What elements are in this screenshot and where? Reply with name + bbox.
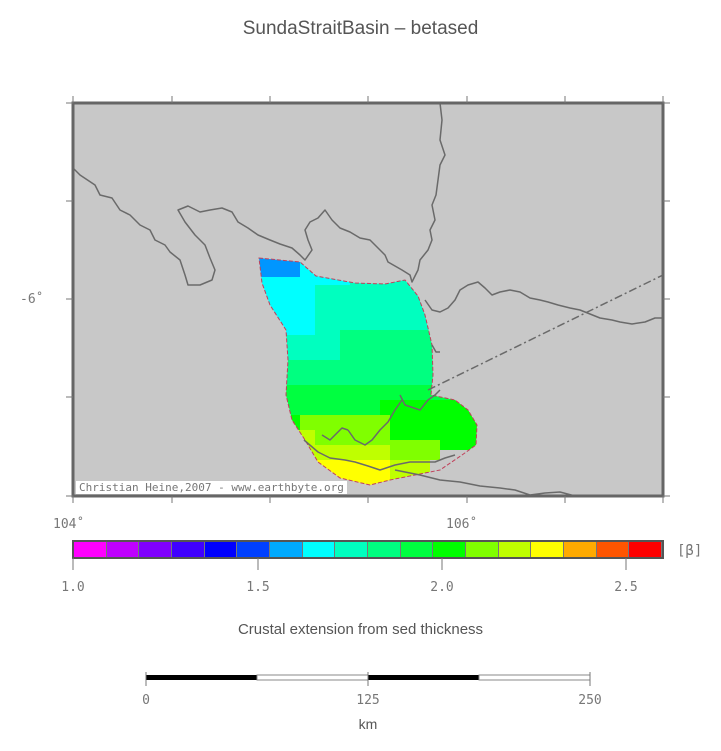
- basin-grid: [259, 258, 477, 485]
- colorbar: [74, 542, 663, 557]
- colorbar-tick-label: 1.0: [61, 580, 85, 595]
- colorbar-swatch: [368, 542, 401, 557]
- colorbar-unit: [β]: [677, 543, 703, 559]
- colorbar-tick-label: 2.0: [430, 580, 454, 595]
- colorbar-swatch: [74, 542, 107, 557]
- scalebar-label: 0: [142, 693, 150, 708]
- colorbar-swatch: [596, 542, 630, 557]
- colorbar-swatch: [335, 542, 369, 557]
- colorbar-swatch: [564, 542, 597, 557]
- colorbar-tick-label: 2.5: [614, 580, 638, 595]
- colorbar-swatch: [466, 542, 499, 557]
- fault-line: [427, 274, 663, 391]
- colorbar-swatch: [204, 542, 238, 557]
- colorbar-swatch: [433, 542, 467, 557]
- lat-label: -6˚: [20, 292, 44, 307]
- scalebar-label: 250: [578, 693, 602, 708]
- lon-label-106: 106˚: [446, 517, 478, 532]
- colorbar-swatch: [270, 542, 303, 557]
- colorbar-swatch: [139, 542, 173, 557]
- colorbar-tick-label: 1.5: [246, 580, 270, 595]
- scalebar-unit: km: [358, 716, 378, 732]
- colorbar-swatch: [400, 542, 434, 557]
- colorbar-title: Crustal extension from sed thickness: [237, 621, 484, 638]
- colorbar-swatch: [302, 542, 336, 557]
- credit-label: Christian Heine,2007 - www.earthbyte.org: [76, 481, 347, 494]
- colorbar-swatch: [237, 542, 271, 557]
- frame-ticks: [66, 96, 670, 503]
- colorbar-ticks: [72, 558, 627, 570]
- basin-outline: [258, 257, 478, 486]
- colorbar-swatch: [629, 542, 663, 557]
- grid-cell: [310, 445, 390, 460]
- map-title: SundaStraitBasin – betased: [242, 18, 479, 39]
- scalebar-label: 125: [356, 693, 380, 708]
- colorbar-swatch: [106, 542, 140, 557]
- scale-bar: [145, 672, 591, 686]
- lon-label-104: 104˚: [53, 517, 85, 532]
- colorbar-swatch: [498, 542, 532, 557]
- colorbar-frame: [72, 540, 664, 559]
- coastlines: [73, 103, 663, 496]
- grid-cell: [259, 258, 305, 277]
- grid-cell: [380, 440, 440, 460]
- colorbar-swatch: [172, 542, 205, 557]
- colorbar-swatch: [531, 542, 565, 557]
